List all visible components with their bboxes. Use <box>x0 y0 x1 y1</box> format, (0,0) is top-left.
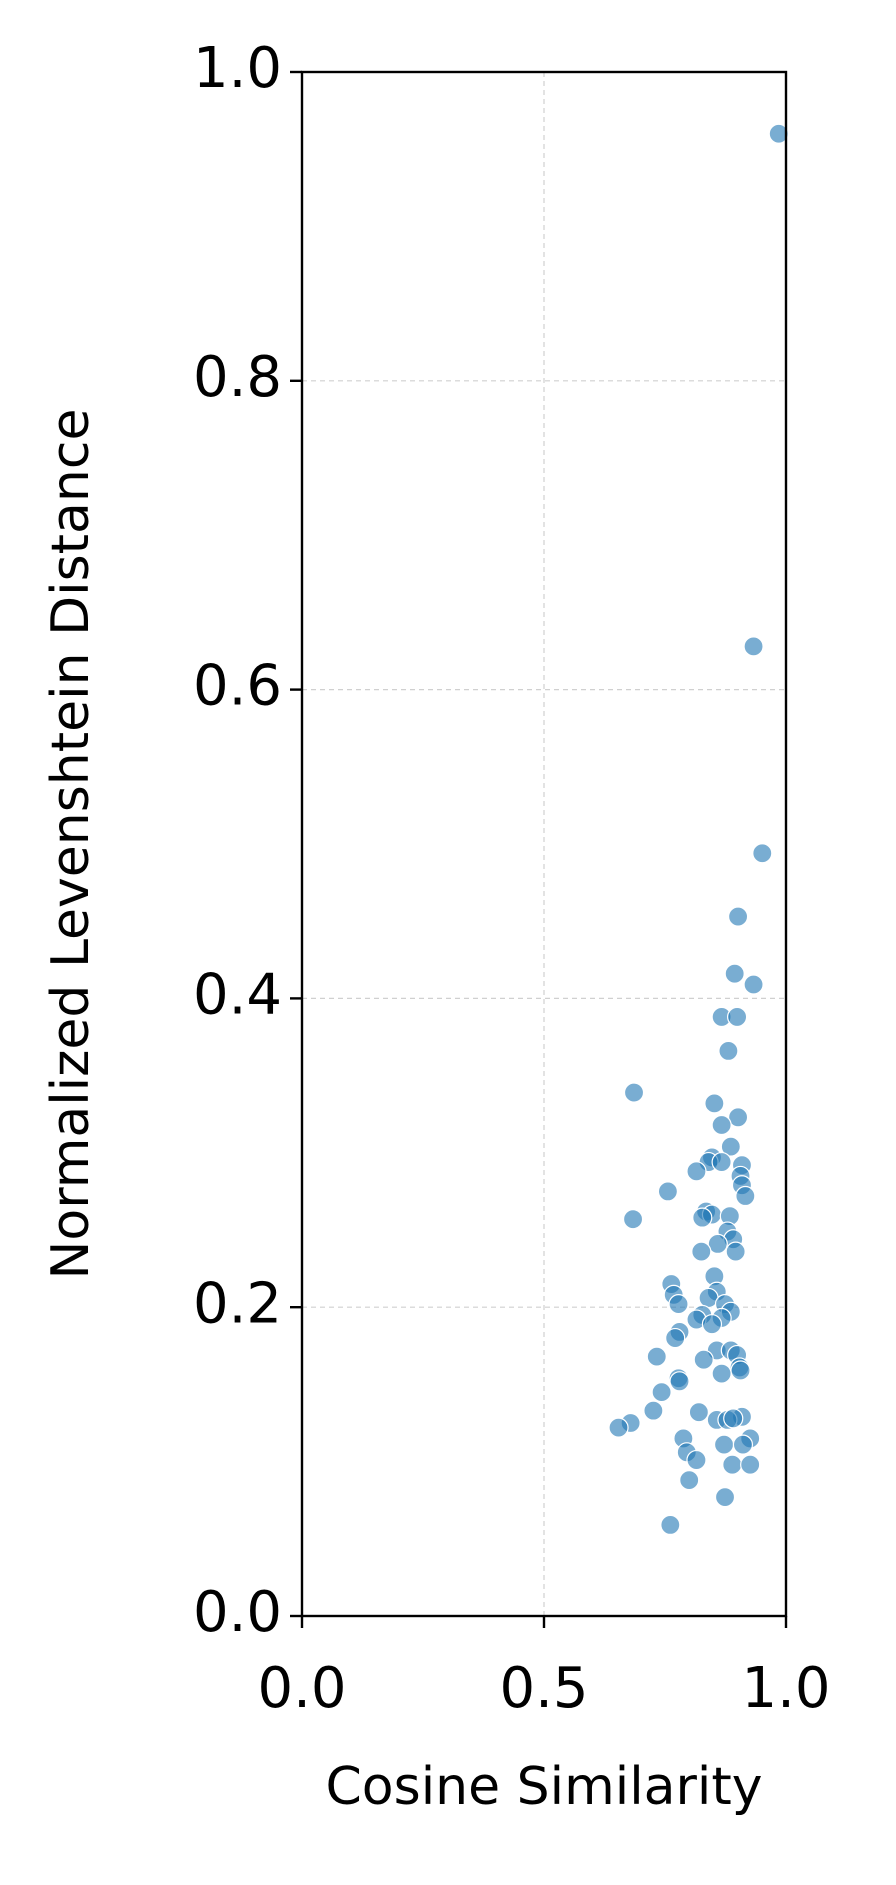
point <box>724 963 745 984</box>
point <box>743 636 764 657</box>
point <box>711 1151 732 1173</box>
point <box>707 1233 728 1254</box>
point <box>768 123 789 144</box>
point <box>651 1382 672 1403</box>
axes-frame <box>300 70 788 1618</box>
point <box>686 1161 707 1182</box>
point <box>713 1434 735 1455</box>
point <box>660 1514 681 1536</box>
x-tick-label: 0.5 <box>499 1656 588 1721</box>
point <box>669 1371 690 1392</box>
y-axis-label: Normalized Levenshtein Distance <box>41 409 101 1280</box>
point <box>665 1327 686 1349</box>
point <box>608 1417 629 1438</box>
point <box>704 1093 725 1114</box>
point <box>725 1241 746 1262</box>
point <box>722 1454 743 1475</box>
point <box>752 843 773 864</box>
point <box>718 1040 739 1061</box>
point <box>692 1207 713 1228</box>
point <box>688 1402 709 1423</box>
point <box>727 1006 748 1028</box>
point <box>701 1314 723 1335</box>
point <box>679 1470 700 1491</box>
point <box>727 906 749 927</box>
point <box>732 1434 754 1455</box>
point <box>622 1209 644 1230</box>
point <box>657 1181 679 1202</box>
point <box>711 1363 732 1384</box>
x-tick-label: 1.0 <box>741 1656 830 1721</box>
point <box>646 1346 667 1367</box>
point <box>643 1400 664 1421</box>
point <box>691 1241 712 1262</box>
point <box>714 1487 736 1508</box>
point <box>668 1294 689 1315</box>
point <box>743 974 764 995</box>
x-axis-label: Cosine Similarity <box>326 1757 763 1817</box>
point <box>693 1349 714 1370</box>
y-tick-label: 0.4 <box>193 963 282 1028</box>
y-tick-label: 1.0 <box>193 36 282 101</box>
point <box>735 1185 756 1207</box>
point <box>711 1114 732 1136</box>
y-tick-label: 0.2 <box>193 1271 282 1336</box>
point <box>723 1408 744 1429</box>
y-tick-label: 0.0 <box>193 1580 282 1645</box>
y-tick-label: 0.8 <box>193 345 282 410</box>
x-tick-label: 0.0 <box>257 1656 346 1721</box>
point <box>730 1360 751 1381</box>
point <box>720 1136 741 1157</box>
point <box>727 1107 749 1128</box>
y-tick-label: 0.6 <box>193 654 282 719</box>
point <box>686 1449 707 1471</box>
point <box>623 1082 645 1103</box>
point <box>740 1454 761 1475</box>
